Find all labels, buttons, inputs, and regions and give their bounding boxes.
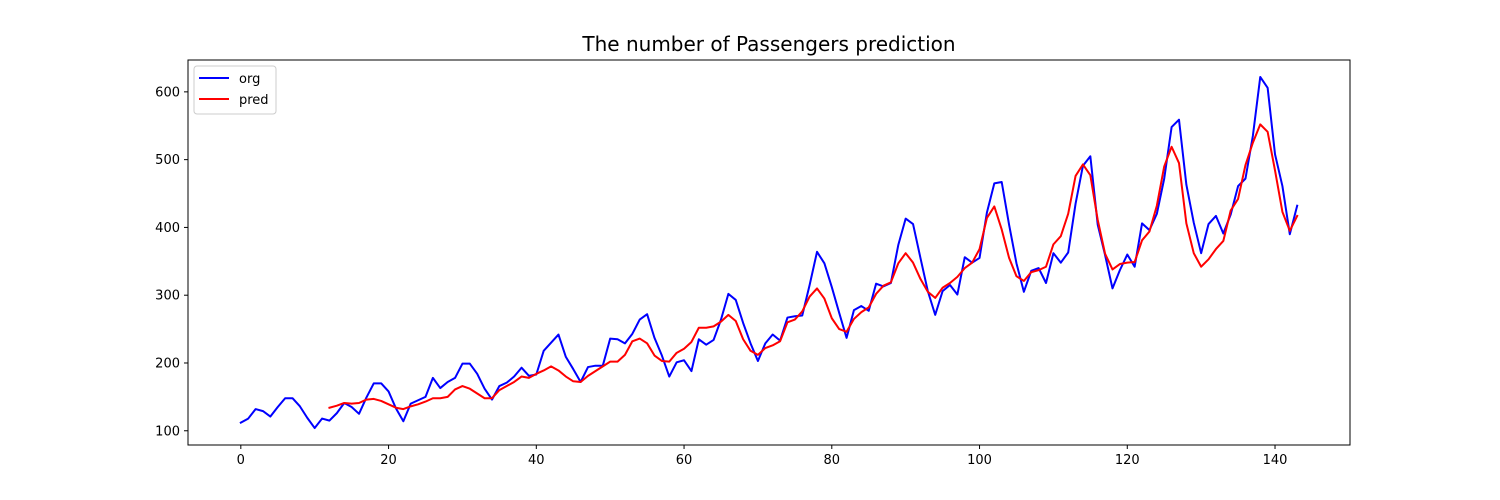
x-tick-label: 100 xyxy=(967,453,992,468)
x-tick-label: 0 xyxy=(237,453,245,468)
x-tick-label: 140 xyxy=(1263,453,1288,468)
legend: org pred xyxy=(193,65,277,115)
legend-label-org: org xyxy=(239,72,260,87)
series-layer xyxy=(239,75,1299,430)
x-tick-label: 80 xyxy=(824,453,841,468)
y-tick-label: 100 xyxy=(155,424,180,439)
legend-label-pred: pred xyxy=(239,93,269,108)
chart-title: The number of Passengers prediction xyxy=(581,32,955,56)
x-tick-label: 40 xyxy=(528,453,545,468)
y-axis: 100 200 300 400 500 600 xyxy=(155,85,188,439)
y-tick-label: 500 xyxy=(155,153,180,168)
y-tick-label: 600 xyxy=(155,85,180,100)
series-line-pred xyxy=(328,123,1299,411)
x-tick-label: 60 xyxy=(676,453,693,468)
y-tick-label: 400 xyxy=(155,221,180,236)
x-tick-label: 20 xyxy=(380,453,397,468)
y-tick-label: 300 xyxy=(155,289,180,304)
x-tick-label: 120 xyxy=(1115,453,1140,468)
y-tick-label: 200 xyxy=(155,356,180,371)
x-axis: 0 20 40 60 80 100 120 140 xyxy=(237,445,1288,468)
series-line-org xyxy=(239,75,1299,430)
plot-area xyxy=(187,59,1351,446)
